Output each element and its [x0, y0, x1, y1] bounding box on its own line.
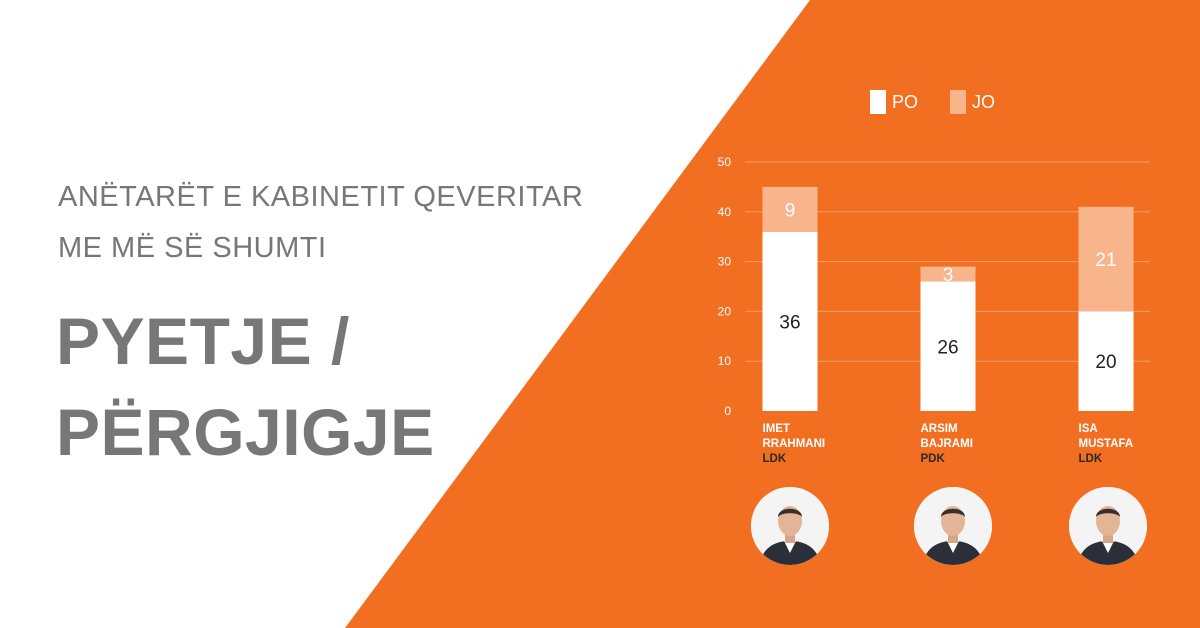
category-label: ARSIM BAJRAMI PDK — [921, 422, 1041, 467]
category-party: LDK — [762, 453, 787, 465]
bar-jo — [762, 186, 818, 232]
legend-item-jo: JO — [950, 90, 995, 114]
bar-jo — [920, 266, 976, 282]
bar-value-label-jo: 3 — [943, 265, 954, 286]
bar-po — [920, 281, 976, 411]
bar-value-label-po: 26 — [937, 337, 958, 358]
bar-value-label-po: 20 — [1095, 352, 1116, 373]
legend-item-po: PO — [870, 90, 918, 114]
category-party: PDK — [920, 453, 945, 465]
person-photo-icon — [751, 487, 829, 565]
category-label: IMET RRAHMANI LDK — [763, 422, 883, 467]
legend-label-po: PO — [892, 91, 919, 112]
category-name-line: BAJRAMI — [920, 438, 973, 450]
y-tick-label: 40 — [718, 205, 732, 219]
bar-jo — [1078, 206, 1134, 312]
bar-po — [762, 231, 818, 411]
category-name-line: ARSIM — [920, 423, 958, 435]
bar-value-label-jo: 21 — [1095, 250, 1116, 271]
category-name-line: RRAHMANI — [762, 438, 826, 450]
legend-swatch-po — [870, 90, 886, 114]
person-photo-icon — [1069, 487, 1147, 565]
subtitle-line-1: ANËTARËT E KABINETIT QEVERITAR — [58, 181, 584, 213]
subtitle-line-2: ME MË SË SHUMTI — [58, 232, 327, 264]
category-name-line: ISA — [1078, 423, 1098, 435]
category-party: LDK — [1078, 453, 1103, 465]
y-tick-label: 50 — [718, 155, 732, 169]
category-label: ISA MUSTAFA LDK — [1079, 422, 1199, 467]
subtitle: ANËTARËT E KABINETIT QEVERITAR ME MË SË … — [58, 172, 618, 274]
y-tick-label: 10 — [718, 354, 732, 368]
y-tick-label: 20 — [718, 304, 732, 318]
category-name-line: IMET — [762, 423, 790, 435]
chart-legend: PO JO — [870, 90, 1027, 114]
category-name-line: MUSTAFA — [1078, 438, 1134, 450]
y-tick-label: 30 — [718, 255, 732, 269]
y-tick-label: 0 — [724, 404, 731, 418]
legend-swatch-jo — [950, 90, 967, 114]
legend-label-jo: JO — [972, 91, 996, 112]
title-line-1: PYETJE / — [56, 304, 350, 378]
person-photo-icon — [914, 487, 992, 565]
bar-value-label-po: 36 — [779, 312, 800, 333]
title-line-2: PËRGJIGJE — [56, 395, 435, 469]
page-title: PYETJE / PËRGJIGJE — [56, 296, 616, 478]
bar-value-label-jo: 9 — [785, 200, 796, 221]
bar-po — [1078, 311, 1134, 411]
